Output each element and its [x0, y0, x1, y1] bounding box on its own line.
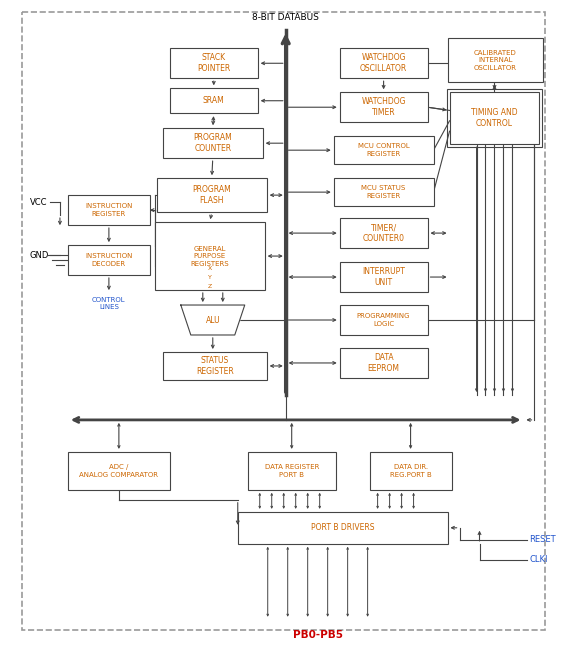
Bar [238, 512, 447, 544]
Text: INTERRUPT
UNIT: INTERRUPT UNIT [362, 267, 405, 287]
Text: CALIBRATED
INTERNAL
OSCILLATOR: CALIBRATED INTERNAL OSCILLATOR [474, 50, 517, 71]
Text: PORT B DRIVERS: PORT B DRIVERS [311, 523, 374, 532]
Text: STATUS
REGISTER: STATUS REGISTER [196, 356, 234, 376]
Text: INSTRUCTION
DECODER: INSTRUCTION DECODER [85, 254, 133, 266]
Text: ALU: ALU [206, 315, 220, 324]
Bar [339, 305, 428, 335]
Bar [339, 218, 428, 248]
Text: Z: Z [207, 283, 212, 289]
Bar [447, 38, 543, 83]
Text: PROGRAM
FLASH: PROGRAM FLASH [192, 185, 231, 205]
Text: CONTROL
LINES: CONTROL LINES [92, 297, 126, 310]
Text: PB0-PB5: PB0-PB5 [293, 630, 343, 640]
Bar [447, 89, 542, 147]
Text: PROGRAM
COUNTER: PROGRAM COUNTER [193, 133, 232, 153]
Bar [370, 452, 451, 490]
Bar [339, 262, 428, 292]
Bar [450, 92, 540, 144]
Text: GND: GND [30, 250, 49, 259]
Text: 8-BIT DATABUS: 8-BIT DATABUS [252, 13, 319, 22]
Text: VCC: VCC [30, 198, 47, 207]
Bar [68, 452, 170, 490]
Text: SRAM: SRAM [203, 96, 225, 105]
Text: DATA DIR.
REG.PORT B: DATA DIR. REG.PORT B [389, 464, 432, 478]
Bar [339, 48, 428, 78]
Text: MCU STATUS
REGISTER: MCU STATUS REGISTER [361, 185, 406, 199]
Bar [170, 88, 258, 113]
Text: RESET: RESET [529, 536, 556, 544]
Polygon shape [181, 305, 244, 335]
Text: WATCHDOG
OSCILLATOR: WATCHDOG OSCILLATOR [360, 53, 407, 73]
Bar [339, 92, 428, 122]
Text: Y: Y [208, 274, 212, 280]
Bar [248, 452, 336, 490]
Text: STACK
POINTER: STACK POINTER [197, 53, 230, 73]
Text: X: X [207, 266, 212, 270]
Text: MCU CONTROL
REGISTER: MCU CONTROL REGISTER [358, 144, 410, 157]
Text: WATCHDOG
TIMER: WATCHDOG TIMER [361, 97, 406, 117]
Text: PROGRAMMING
LOGIC: PROGRAMMING LOGIC [357, 313, 410, 327]
Text: INSTRUCTION
REGISTER: INSTRUCTION REGISTER [85, 203, 133, 217]
Bar [339, 348, 428, 378]
Text: ADC /
ANALOG COMPARATOR: ADC / ANALOG COMPARATOR [79, 464, 158, 478]
Text: DATA REGISTER
PORT B: DATA REGISTER PORT B [265, 464, 319, 478]
Bar [334, 136, 433, 164]
Bar [68, 195, 150, 225]
Text: CLKI: CLKI [529, 555, 548, 564]
Text: TIMING AND
CONTROL: TIMING AND CONTROL [471, 108, 518, 128]
Bar [334, 178, 433, 206]
Bar [157, 178, 267, 212]
Bar [163, 352, 267, 380]
Text: GENERAL
PURPOSE
REGISTERS: GENERAL PURPOSE REGISTERS [191, 246, 229, 266]
Bar [170, 48, 258, 78]
Text: DATA
EEPROM: DATA EEPROM [368, 353, 400, 373]
Bar [68, 245, 150, 275]
Text: TIMER/
COUNTER0: TIMER/ COUNTER0 [362, 223, 405, 243]
Bar [163, 128, 262, 158]
Bar [155, 222, 265, 290]
